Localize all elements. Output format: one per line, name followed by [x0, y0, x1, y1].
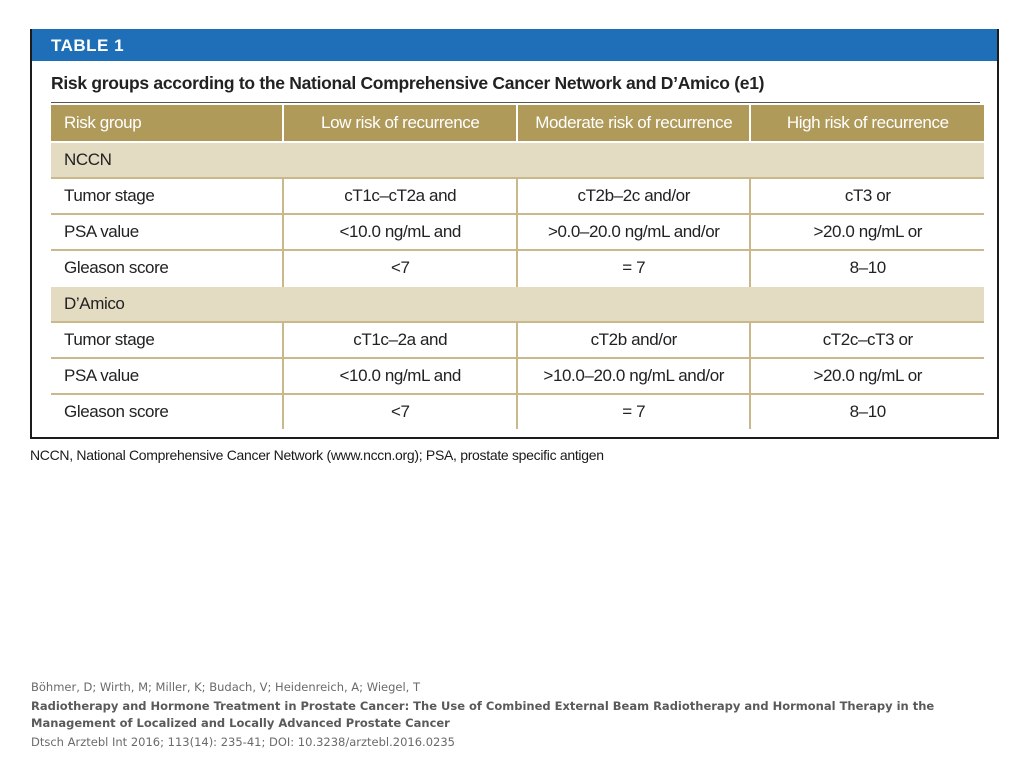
cell-moderate: = 7: [515, 393, 751, 429]
cell-moderate: = 7: [515, 249, 751, 286]
risk-groups-table: Risk group Low risk of recurrence Modera…: [51, 105, 984, 429]
citation-block: Böhmer, D; Wirth, M; Miller, K; Budach, …: [31, 679, 991, 751]
row-label: Gleason score: [51, 249, 284, 286]
header-low-risk: Low risk of recurrence: [282, 105, 517, 142]
cell-high: >20.0 ng/mL or: [749, 357, 984, 394]
table-row: Tumor stage cT1c–2a and cT2b and/or cT2c…: [51, 321, 984, 358]
cell-low: cT1c–2a and: [282, 321, 517, 358]
row-label: PSA value: [51, 213, 284, 250]
cell-high: cT2c–cT3 or: [749, 321, 984, 358]
citation-journal: Dtsch Arztebl Int 2016; 113(14): 235-41;…: [31, 735, 455, 749]
header-row: Risk group Low risk of recurrence Modera…: [51, 105, 984, 142]
cell-low: <10.0 ng/mL and: [282, 213, 517, 250]
cell-high: 8–10: [749, 249, 984, 286]
cell-moderate: >0.0–20.0 ng/mL and/or: [515, 213, 751, 250]
cell-high: >20.0 ng/mL or: [749, 213, 984, 250]
group-row-nccn: NCCN: [51, 141, 984, 178]
row-label: PSA value: [51, 357, 284, 394]
group-label: D’Amico: [51, 285, 984, 322]
cell-low: <7: [282, 249, 517, 286]
row-label: Tumor stage: [51, 321, 284, 358]
table-row: Gleason score <7 = 7 8–10: [51, 249, 984, 286]
table-title: Risk groups according to the National Co…: [51, 73, 765, 93]
cell-low: cT1c–cT2a and: [282, 177, 517, 214]
cell-moderate: >10.0–20.0 ng/mL and/or: [515, 357, 751, 394]
cell-low: <10.0 ng/mL and: [282, 357, 517, 394]
title-divider: [51, 102, 980, 103]
header-risk-group: Risk group: [51, 105, 284, 142]
cell-high: cT3 or: [749, 177, 984, 214]
header-high-risk: High risk of recurrence: [749, 105, 984, 142]
group-row-damico: D’Amico: [51, 285, 984, 322]
cell-low: <7: [282, 393, 517, 429]
row-label: Tumor stage: [51, 177, 284, 214]
table-container: TABLE 1 Risk groups according to the Nat…: [30, 29, 999, 439]
citation-title: Radiotherapy and Hormone Treatment in Pr…: [31, 699, 935, 730]
cell-high: 8–10: [749, 393, 984, 429]
table-row: PSA value <10.0 ng/mL and >10.0–20.0 ng/…: [51, 357, 984, 394]
group-label: NCCN: [51, 141, 984, 178]
cell-moderate: cT2b and/or: [515, 321, 751, 358]
citation-authors: Böhmer, D; Wirth, M; Miller, K; Budach, …: [31, 680, 420, 694]
table-footnote: NCCN, National Comprehensive Cancer Netw…: [30, 447, 604, 463]
table-label: TABLE 1: [32, 29, 997, 61]
cell-moderate: cT2b–2c and/or: [515, 177, 751, 214]
header-moderate-risk: Moderate risk of recurrence: [515, 105, 751, 142]
table-row: PSA value <10.0 ng/mL and >0.0–20.0 ng/m…: [51, 213, 984, 250]
table-row: Tumor stage cT1c–cT2a and cT2b–2c and/or…: [51, 177, 984, 214]
row-label: Gleason score: [51, 393, 284, 429]
table-row: Gleason score <7 = 7 8–10: [51, 393, 984, 429]
